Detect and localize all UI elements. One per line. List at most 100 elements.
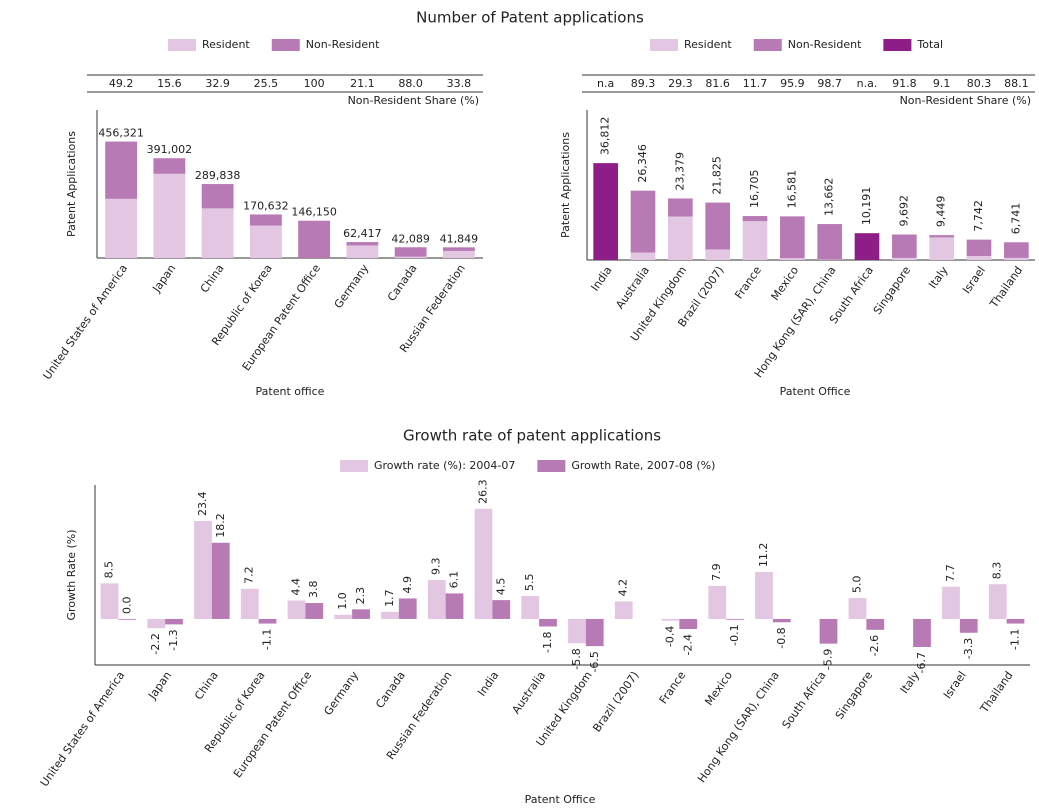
x-tick-label: Thailand	[977, 669, 1015, 716]
share-value: 11.7	[743, 77, 768, 90]
bar	[959, 618, 978, 633]
bar-segment	[201, 208, 234, 258]
value-label: 1.7	[383, 589, 396, 607]
bar-segment	[394, 256, 427, 258]
bar-segment	[817, 224, 842, 260]
legend-label: Non-Resident	[306, 38, 380, 51]
legend-swatch	[537, 460, 566, 472]
x-tick-label: Canada	[373, 669, 408, 711]
total-label: 62,417	[343, 227, 382, 240]
bar-segment	[780, 258, 805, 260]
value-label: 4.2	[617, 579, 630, 597]
value-label: -1.8	[541, 631, 554, 652]
value-label: 11.2	[757, 543, 770, 568]
value-label: 1.0	[336, 592, 349, 610]
share-value: 95.9	[780, 77, 805, 90]
share-value: 88.1	[1004, 77, 1029, 90]
bar	[427, 580, 446, 619]
bar-segment	[892, 234, 917, 258]
bar	[568, 618, 586, 644]
share-value: 33.8	[447, 77, 472, 90]
bar	[334, 614, 353, 619]
legend-label: Resident	[202, 38, 250, 51]
value-label: 7.7	[944, 564, 957, 582]
legend-label: Growth rate (%): 2004-07	[374, 459, 515, 472]
x-tick-label: France	[657, 669, 689, 707]
bar-segment	[1004, 242, 1029, 258]
bar	[848, 598, 867, 619]
bar-segment	[966, 239, 992, 256]
total-label: 289,838	[195, 169, 241, 182]
share-value: 32.9	[205, 77, 230, 90]
bar	[398, 598, 417, 619]
legend-swatch	[650, 39, 678, 51]
share-value: n.a.	[857, 77, 878, 90]
bar	[194, 521, 212, 619]
x-tick-label: United States of America	[41, 262, 130, 382]
total-label: 6,741	[1009, 203, 1022, 234]
legend-swatch	[168, 39, 196, 51]
share-row-label: Non-Resident Share (%)	[900, 94, 1031, 107]
share-value: 25.5	[254, 77, 279, 90]
bar	[445, 593, 464, 619]
bar-segment	[249, 214, 282, 226]
share-value: 89.3	[631, 77, 656, 90]
x-tick-label: China	[192, 669, 221, 702]
bar	[521, 595, 540, 619]
share-row-label: Non-Resident Share (%)	[348, 94, 479, 107]
x-tick-label: Japan	[145, 669, 174, 702]
share-value: 49.2	[109, 77, 134, 90]
value-label: -0.4	[663, 626, 676, 647]
total-label: 10,191	[860, 187, 873, 226]
x-tick-label: Thailand	[987, 264, 1025, 311]
y-axis-title: Growth Rate (%)	[65, 529, 78, 620]
x-tick-label: Japan	[149, 262, 178, 295]
bar-segment	[929, 237, 954, 260]
bar	[585, 618, 604, 647]
x-tick-label: France	[732, 264, 764, 302]
x-axis-title: Patent office	[256, 385, 325, 398]
value-label: 2.3	[354, 587, 367, 605]
y-axis-title: Patent Applications	[559, 132, 572, 238]
share-value: 81.6	[705, 77, 730, 90]
bar-segment	[854, 233, 880, 260]
x-tick-label: India	[475, 669, 501, 699]
bar	[211, 542, 230, 619]
bar-segment	[668, 216, 693, 260]
bar	[614, 601, 633, 619]
value-label: -2.4	[681, 634, 694, 655]
bar-segment	[249, 225, 282, 258]
x-tick-label: South Africa	[780, 669, 829, 731]
share-value: 9.1	[933, 77, 951, 90]
total-label: 36,812	[599, 117, 612, 156]
value-label: 18.2	[214, 513, 227, 538]
legend-swatch	[883, 39, 912, 51]
value-label: -2.2	[149, 633, 162, 654]
x-tick-label: Australia	[509, 669, 548, 716]
legend-label: Total	[916, 38, 943, 51]
x-tick-label: Hong Kong (SAR), China	[752, 264, 839, 380]
total-label: 16,705	[748, 170, 761, 209]
total-label: 146,150	[291, 206, 337, 219]
x-axis-title: Patent Office	[780, 385, 851, 398]
bar-segment	[153, 158, 186, 174]
bar-segment	[668, 198, 693, 217]
value-label: -5.8	[570, 648, 583, 669]
x-tick-label: Canada	[385, 262, 420, 304]
x-tick-label: Israel	[960, 264, 988, 296]
bar	[726, 618, 744, 620]
value-label: 0.0	[120, 596, 133, 614]
bar	[305, 603, 324, 619]
total-label: 16,581	[785, 170, 798, 209]
total-label: 42,089	[391, 232, 430, 245]
bar-segment	[105, 141, 138, 199]
bar	[147, 618, 166, 629]
x-tick-label: Italy	[926, 264, 951, 291]
value-label: -0.1	[728, 624, 741, 645]
x-tick-label: Germany	[321, 669, 361, 718]
share-value: 88.0	[398, 77, 423, 90]
legend-swatch	[271, 39, 300, 51]
x-tick-label: Singapore	[833, 669, 876, 722]
value-label: 26.3	[476, 479, 489, 504]
